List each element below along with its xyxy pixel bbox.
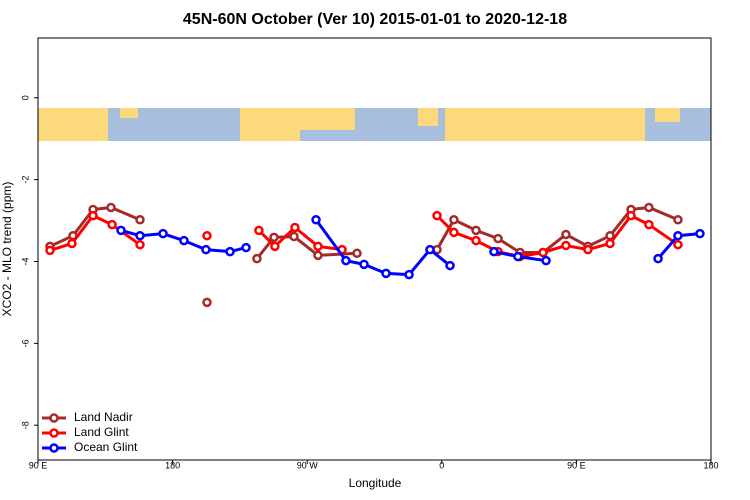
point — [644, 219, 654, 230]
legend-symbol — [49, 413, 59, 423]
x-tick-label: 180 — [165, 460, 180, 470]
point — [449, 227, 459, 238]
plot-frame — [37, 37, 712, 461]
point — [179, 235, 189, 246]
land — [418, 108, 438, 126]
point — [313, 250, 323, 261]
legend-symbol — [49, 428, 59, 438]
point — [493, 233, 503, 244]
point — [673, 214, 683, 225]
y-tick-label: -2 — [20, 176, 30, 184]
point — [67, 238, 77, 249]
y-axis-title: XCO2 - MLO trend (ppm) — [0, 182, 14, 317]
point — [541, 255, 551, 266]
point — [201, 244, 211, 255]
point — [381, 268, 391, 279]
land — [38, 108, 108, 141]
x-tick-label: 90 E — [567, 460, 586, 470]
point — [311, 214, 321, 225]
point — [88, 210, 98, 221]
point — [605, 238, 615, 249]
legend-symbol — [49, 443, 59, 453]
y-tick-label: -4 — [20, 257, 30, 265]
point — [135, 230, 145, 241]
point — [202, 297, 212, 308]
land — [240, 108, 300, 141]
point — [673, 230, 683, 241]
y-tick-label: 0 — [20, 95, 30, 100]
point — [644, 202, 654, 213]
point — [352, 248, 362, 259]
point — [254, 225, 264, 236]
point — [313, 241, 323, 252]
point — [583, 244, 593, 255]
point — [471, 225, 481, 236]
y-tick-label: -8 — [20, 421, 30, 429]
point — [225, 246, 235, 257]
point — [561, 229, 571, 240]
y-tick-label: -6 — [20, 339, 30, 347]
point — [404, 269, 414, 280]
point — [202, 230, 212, 241]
x-tick-label: 180 — [703, 460, 718, 470]
land — [655, 108, 680, 122]
land — [120, 108, 138, 118]
point — [673, 239, 683, 250]
point — [695, 228, 705, 239]
point — [513, 251, 523, 262]
x-tick-label: 90 E — [29, 460, 48, 470]
point — [561, 240, 571, 251]
point — [432, 210, 442, 221]
point — [289, 231, 299, 242]
point — [135, 239, 145, 250]
point — [158, 228, 168, 239]
point — [106, 202, 116, 213]
point — [425, 244, 435, 255]
point — [270, 241, 280, 252]
point — [241, 242, 251, 253]
point — [489, 246, 499, 257]
point — [269, 232, 279, 243]
point — [449, 214, 459, 225]
point — [252, 253, 262, 264]
land — [445, 108, 645, 141]
point — [626, 210, 636, 221]
point — [445, 260, 455, 271]
point — [471, 235, 481, 246]
legend-label: Ocean Glint — [74, 440, 138, 454]
x-axis-title: Longitude — [349, 476, 402, 490]
point — [107, 219, 117, 230]
point — [135, 214, 145, 225]
point — [341, 255, 351, 266]
x-tick-label: 0 — [439, 460, 444, 470]
chart-title: 45N-60N October (Ver 10) 2015-01-01 to 2… — [183, 11, 567, 28]
x-tick-label: 90 W — [297, 460, 319, 470]
point — [538, 247, 548, 258]
map-strip — [38, 108, 711, 141]
point — [290, 222, 300, 233]
point — [45, 245, 55, 256]
land — [300, 108, 355, 130]
legend-label: Land Nadir — [74, 410, 133, 424]
point — [359, 259, 369, 270]
legend-label: Land Glint — [74, 425, 129, 439]
point — [653, 253, 663, 264]
point — [116, 225, 126, 236]
